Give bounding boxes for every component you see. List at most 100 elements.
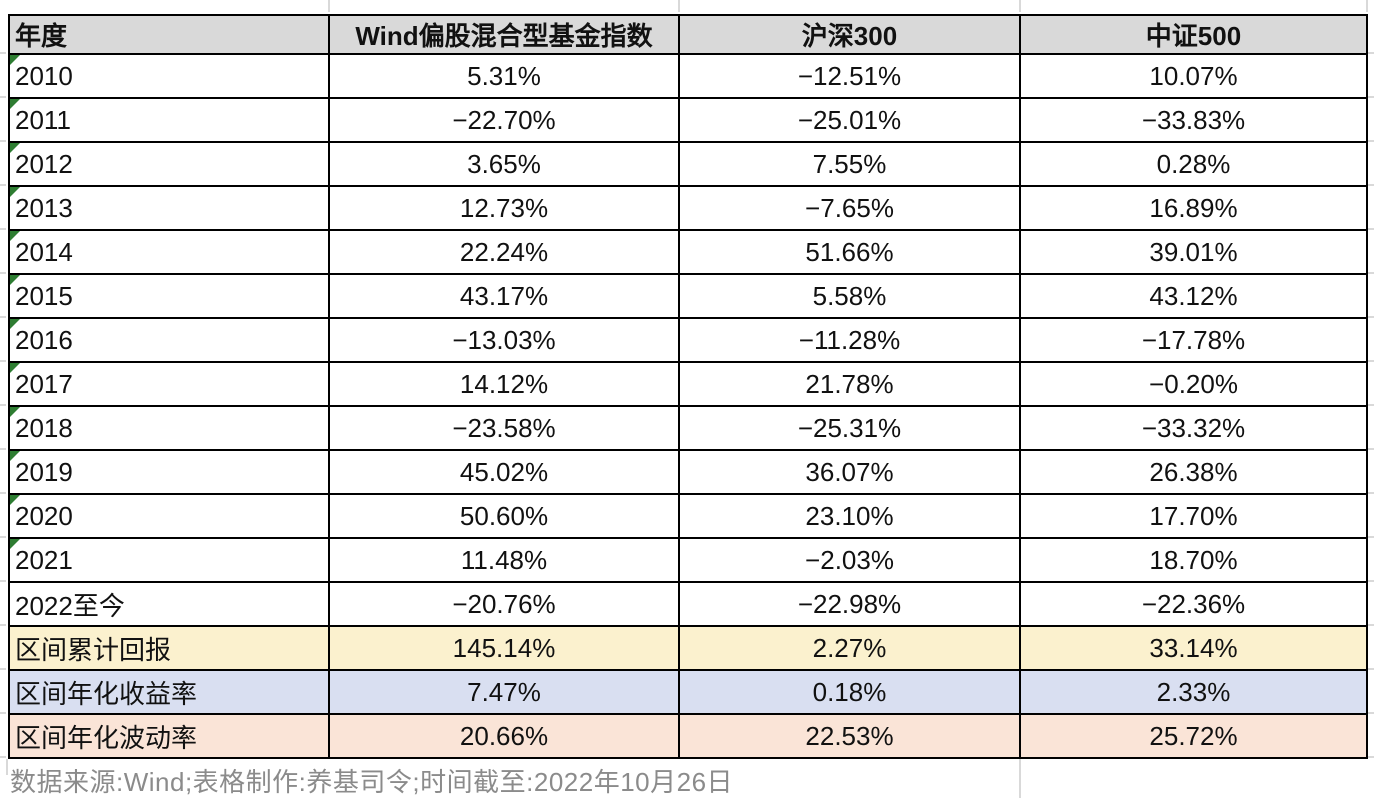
table-row: 2017 14.12% 21.78% −0.20% [8,361,1368,407]
value-cell: 16.89% [1019,185,1368,231]
sheet-gridline [0,448,6,450]
year-cell: 2012 [8,141,330,187]
summary-value-cell: 25.72% [1019,713,1368,759]
sheet-gridline [1368,712,1374,714]
value-cell: −13.03% [328,317,680,363]
summary-row: 区间年化波动率 20.66% 22.53% 25.72% [8,713,1368,759]
sheet-gridline [0,404,6,406]
value-cell: 45.02% [328,449,680,495]
summary-value-cell: 2.27% [678,625,1021,671]
summary-label-cell: 区间累计回报 [8,625,330,671]
cell-note-triangle-icon [11,408,20,417]
sheet-gridline [1368,184,1374,186]
header-row: 年度 Wind偏股混合型基金指数 沪深300 中证500 [8,14,1368,55]
sheet-gridline [1019,0,1021,12]
sheet-gridline [1368,360,1374,362]
sheet-gridline [1368,96,1374,98]
year-cell: 2013 [8,185,330,231]
sheet-gridline [0,140,6,142]
value-cell: −22.36% [1019,581,1368,627]
year-cell: 2015 [8,273,330,319]
table-row: 2012 3.65% 7.55% 0.28% [8,141,1368,187]
value-cell: −7.65% [678,185,1021,231]
year-cell: 2011 [8,97,330,143]
summary-value-cell: 22.53% [678,713,1021,759]
summary-value-cell: 2.33% [1019,669,1368,715]
sheet-gridline [1368,404,1374,406]
sheet-gridline [1368,52,1374,54]
cell-note-triangle-icon [11,56,20,65]
sheet-gridline [0,360,6,362]
value-cell: −22.98% [678,581,1021,627]
sheet-gridline [1019,759,1021,798]
sheet-gridline [0,184,6,186]
sheet-gridline [1366,0,1368,12]
year-cell: 2020 [8,493,330,539]
value-cell: −17.78% [1019,317,1368,363]
value-cell: −33.83% [1019,97,1368,143]
value-cell: 43.12% [1019,273,1368,319]
summary-value-cell: 33.14% [1019,625,1368,671]
sheet-gridline [678,0,680,12]
value-cell: 12.73% [328,185,680,231]
summary-label-cell: 区间年化收益率 [8,669,330,715]
sheet-gridline [0,228,6,230]
value-cell: −2.03% [678,537,1021,583]
value-cell: −22.70% [328,97,680,143]
table-row: 2010 5.31% −12.51% 10.07% [8,53,1368,99]
returns-table: 年度 Wind偏股混合型基金指数 沪深300 中证500 2010 5.31% −12.5… [8,14,1368,759]
year-cell: 2014 [8,229,330,275]
table-row: 2014 22.24% 51.66% 39.01% [8,229,1368,275]
sheet-gridline [1368,756,1374,758]
year-cell: 2021 [8,537,330,583]
value-cell: −25.01% [678,97,1021,143]
cell-note-triangle-icon [11,188,20,197]
sheet-gridline [0,492,6,494]
year-cell: 2022至今 [8,581,330,627]
column-header: Wind偏股混合型基金指数 [328,14,680,55]
year-cell: 2019 [8,449,330,495]
sheet-gridline [0,668,6,670]
cell-note-triangle-icon [11,320,20,329]
value-cell: 43.17% [328,273,680,319]
cell-note-triangle-icon [11,276,20,285]
table-row: 2013 12.73% −7.65% 16.89% [8,185,1368,231]
cell-note-triangle-icon [11,144,20,153]
summary-value-cell: 7.47% [328,669,680,715]
sheet-gridline [1368,140,1374,142]
sheet-gridline [1368,668,1374,670]
column-header: 年度 [8,14,330,55]
table-row: 2011 −22.70% −25.01% −33.83% [8,97,1368,143]
year-cell: 2017 [8,361,330,407]
value-cell: 21.78% [678,361,1021,407]
summary-label-cell: 区间年化波动率 [8,713,330,759]
sheet-gridline [0,316,6,318]
sheet-gridline [0,272,6,274]
table-row: 2018 −23.58% −25.31% −33.32% [8,405,1368,451]
summary-row: 区间年化收益率 7.47% 0.18% 2.33% [8,669,1368,715]
value-cell: 7.55% [678,141,1021,187]
value-cell: 3.65% [328,141,680,187]
value-cell: 22.24% [328,229,680,275]
value-cell: 18.70% [1019,537,1368,583]
value-cell: 10.07% [1019,53,1368,99]
value-cell: 5.31% [328,53,680,99]
sheet-gridline [0,96,6,98]
sheet-gridline [0,580,6,582]
year-cell: 2018 [8,405,330,451]
sheet-gridline [328,0,330,12]
sheet-gridline [1368,228,1374,230]
value-cell: −0.20% [1019,361,1368,407]
sheet-gridline [1368,448,1374,450]
value-cell: 11.48% [328,537,680,583]
year-cell: 2010 [8,53,330,99]
sheet-gridline [1368,580,1374,582]
sheet-gridline [1368,492,1374,494]
cell-note-triangle-icon [11,540,20,549]
sheet-gridline [0,712,6,714]
value-cell: −23.58% [328,405,680,451]
column-header: 中证500 [1019,14,1368,55]
table-row: 2022至今 −20.76% −22.98% −22.36% [8,581,1368,627]
cell-note-triangle-icon [11,100,20,109]
value-cell: −20.76% [328,581,680,627]
